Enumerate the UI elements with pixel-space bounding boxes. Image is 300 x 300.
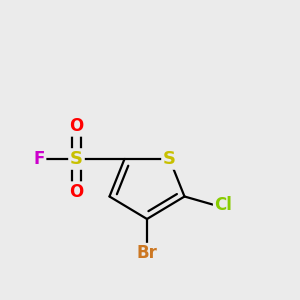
Text: S: S [163,150,176,168]
Text: Br: Br [136,244,158,262]
Text: F: F [33,150,45,168]
Text: Cl: Cl [214,196,232,214]
Text: O: O [69,183,84,201]
Text: O: O [69,117,84,135]
Text: S: S [70,150,83,168]
